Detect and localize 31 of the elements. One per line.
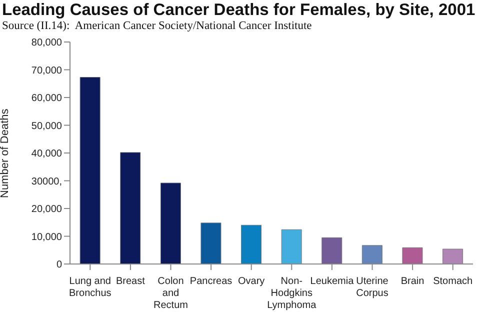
bar [241,224,262,264]
bar [402,247,423,264]
x-tick-label: Brain [400,276,424,287]
x-tick-label: Colon and Rectum [154,276,188,311]
y-tick-label: 20,000 [31,204,62,216]
y-tick-label: 30000, [31,176,62,188]
chart-subtitle: Source (II.14): American Cancer Society/National Cancer Institute [2,20,313,32]
y-axis-title: Number of Deaths [0,108,11,198]
bar [322,237,342,264]
bar [200,222,222,264]
y-tick-label: 60,000 [31,93,62,104]
bar [160,182,181,264]
y-tick-label: 10,000 [31,232,62,243]
x-tick-label: Ovary [238,276,265,287]
x-tick-label: Breast [116,276,146,287]
bar [120,152,141,264]
y-tick-label: 0 [56,260,62,271]
x-tick-label: Stomach [433,276,473,287]
bar [80,76,100,264]
y-tick-label: 40,000 [31,148,62,160]
bar [442,248,464,264]
bar [281,229,302,264]
x-tick-label: Lung and Bronchus [69,276,112,299]
bar [362,245,382,264]
y-tick-label: 50,000 [31,120,62,132]
x-tick-label: Pancreas [190,276,232,287]
y-tick-label: 70,000 [31,65,62,76]
y-tick-label: 80,000 [31,38,62,49]
x-tick-label: Uterine Corpus [356,276,389,299]
chart-title: Leading Causes of Cancer Deaths for Females, by Site, 2001 [2,1,476,20]
x-tick-label: Leukemia [310,276,354,287]
